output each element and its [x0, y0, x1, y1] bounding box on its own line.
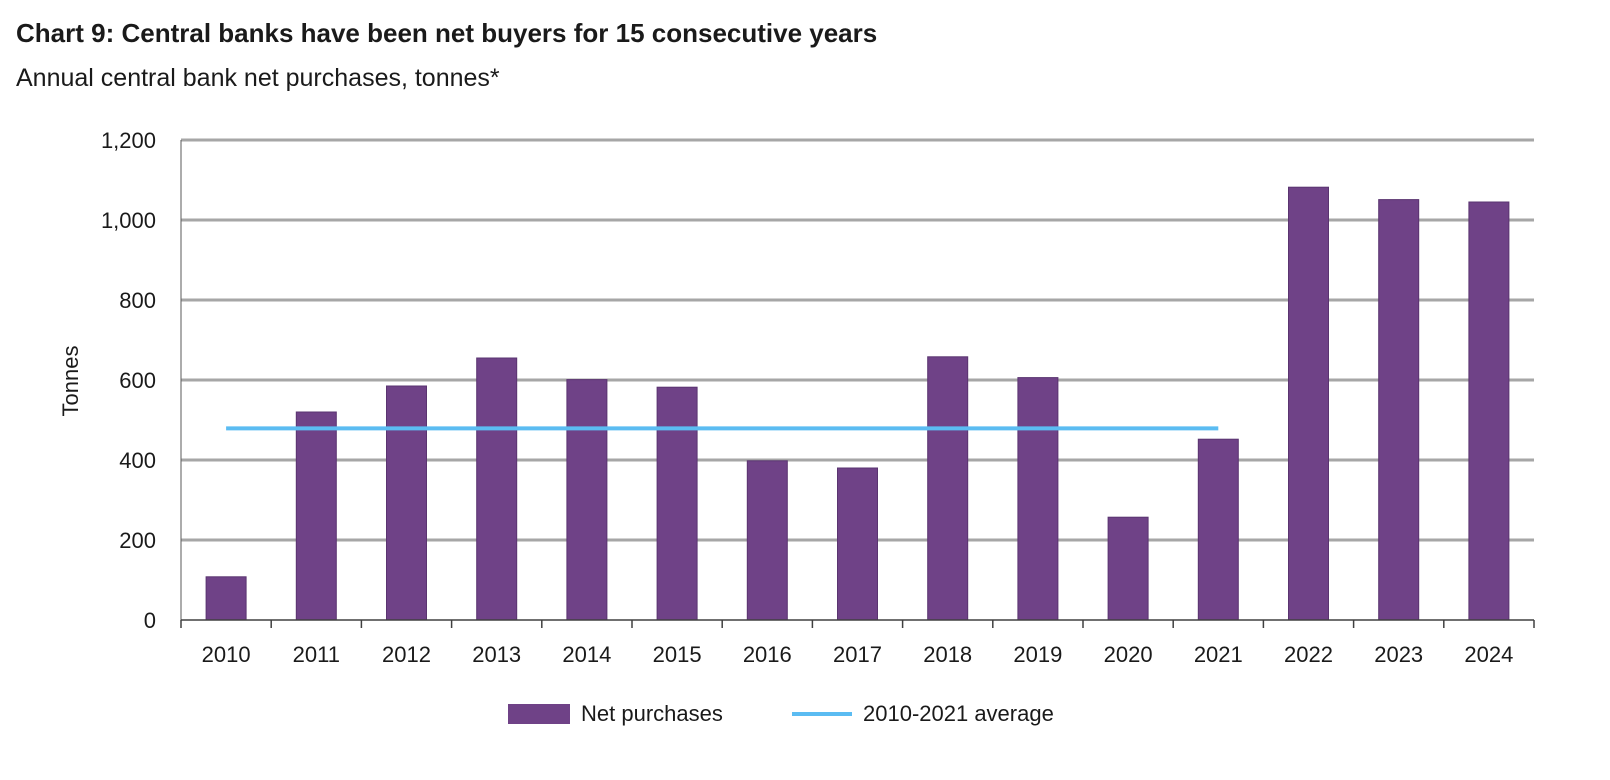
- y-tick-label: 800: [119, 288, 156, 313]
- bar-2023: [1378, 199, 1420, 621]
- bar-2020: [1107, 516, 1149, 621]
- x-axis: [180, 140, 1535, 628]
- bar-2014: [566, 379, 608, 621]
- chart-subtitle: Annual central bank net purchases, tonne…: [16, 64, 500, 92]
- x-tick-label: 2010: [202, 642, 251, 667]
- bar-2021: [1197, 438, 1239, 621]
- bar-2016: [746, 460, 788, 621]
- x-tick-label: 2017: [833, 642, 882, 667]
- x-tick-label: 2014: [562, 642, 611, 667]
- x-tick-label: 2021: [1194, 642, 1243, 667]
- bar-2019: [1017, 377, 1059, 621]
- x-tick-label: 2020: [1104, 642, 1153, 667]
- bar-2010: [205, 576, 247, 621]
- y-axis-label: Tonnes: [58, 346, 83, 417]
- bar-2022: [1288, 186, 1329, 621]
- legend-swatch-net-purchases: [508, 704, 570, 724]
- y-tick-label: 0: [144, 608, 156, 633]
- x-tick-label: 2018: [923, 642, 972, 667]
- bar-2015: [656, 386, 698, 621]
- y-tick-label: 400: [119, 448, 156, 473]
- x-axis-ticks: 2010 2011 2012 2013 2014 2015 2016 2017 2018 2019…: [202, 642, 1514, 667]
- bar-2018: [927, 356, 969, 621]
- y-tick-label: 200: [119, 528, 156, 553]
- x-tick-label: 2016: [743, 642, 792, 667]
- bar-2017: [837, 467, 878, 621]
- x-tick-label: 2019: [1013, 642, 1062, 667]
- bar-2011: [295, 411, 337, 621]
- x-tick-label: 2023: [1374, 642, 1423, 667]
- bar-2024: [1468, 201, 1510, 621]
- x-tick-label: 2024: [1464, 642, 1513, 667]
- x-tick-label: 2012: [382, 642, 431, 667]
- chart-title: Chart 9: Central banks have been net buy…: [16, 18, 878, 48]
- legend-label-net-purchases: Net purchases: [581, 701, 723, 726]
- legend-label-average: 2010-2021 average: [863, 701, 1054, 726]
- y-tick-label: 600: [119, 368, 156, 393]
- bars: [205, 186, 1510, 621]
- bar-2012: [386, 385, 427, 621]
- x-tick-label: 2013: [472, 642, 521, 667]
- y-tick-label: 1,000: [101, 208, 156, 233]
- x-tick-label: 2015: [653, 642, 702, 667]
- y-tick-label: 1,200: [101, 128, 156, 153]
- legend: Net purchases 2010-2021 average: [508, 701, 1054, 726]
- y-axis-ticks: 0 200 400 600 800 1,000 1,200: [101, 128, 156, 633]
- x-tick-label: 2022: [1284, 642, 1333, 667]
- x-tick-label: 2011: [293, 642, 340, 667]
- bar-2013: [476, 357, 518, 621]
